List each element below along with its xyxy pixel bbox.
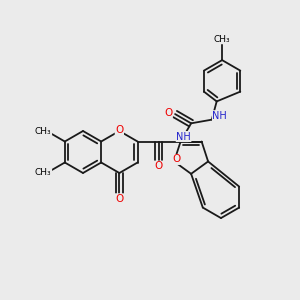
Text: CH₃: CH₃ (35, 127, 52, 136)
Text: O: O (172, 154, 180, 164)
Text: O: O (115, 194, 124, 204)
Text: NH: NH (212, 111, 227, 121)
Text: O: O (164, 108, 172, 118)
Text: CH₃: CH₃ (214, 35, 230, 44)
Text: O: O (115, 125, 124, 135)
Text: O: O (154, 161, 163, 171)
Text: CH₃: CH₃ (35, 168, 52, 177)
Text: NH: NH (176, 131, 191, 142)
